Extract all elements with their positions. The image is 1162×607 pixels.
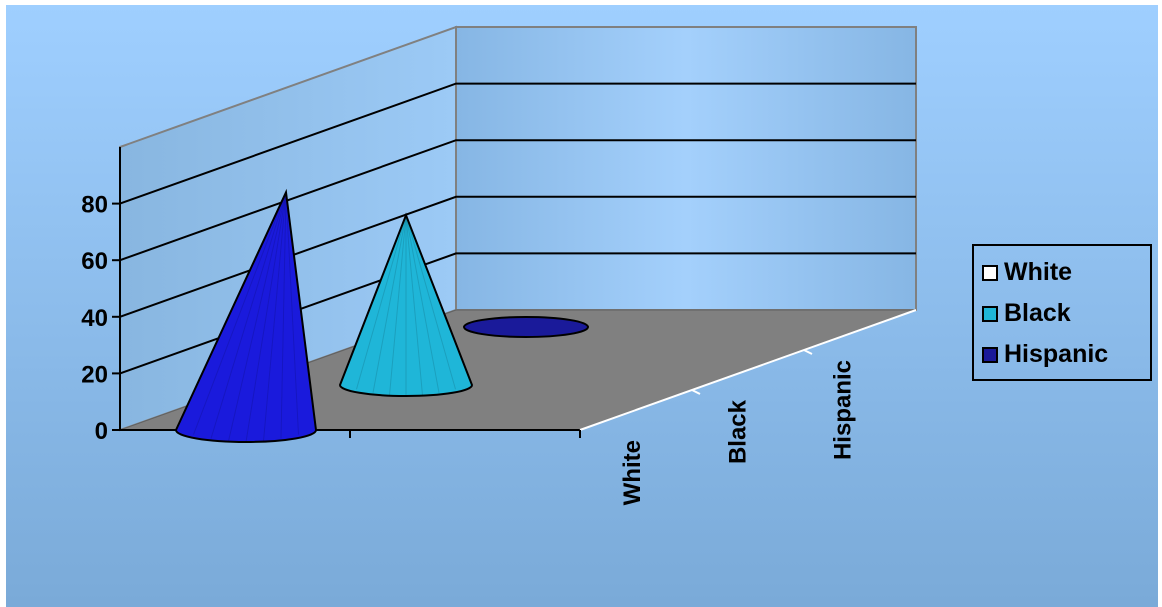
chart-area: 0 20 40 60 80 White Black Hispanic White Black…: [6, 5, 1158, 607]
cone-shade-line: [405, 215, 423, 396]
cone-shade-line: [280, 192, 287, 439]
legend-swatch-hispanic: [982, 346, 998, 363]
cone-shade-line: [372, 215, 407, 393]
x-axis-labels: White Black Hispanic: [619, 360, 857, 505]
cone-white: [174, 188, 318, 443]
cone-shade-line: [245, 192, 287, 443]
legend-swatch-black: [982, 305, 998, 322]
y-tick-label-60: 60: [81, 248, 108, 275]
cone-body-white: [174, 188, 318, 443]
category-label-hispanic: Hispanic: [830, 360, 857, 460]
cone-shade-line: [405, 215, 440, 393]
category-label-white: White: [619, 440, 646, 505]
y-axis-ticks: 0 20 40 60 80: [81, 192, 120, 445]
legend-swatch-white: [982, 264, 998, 281]
cone-shade-line: [389, 215, 407, 396]
legend: White Black Hispanic: [972, 244, 1152, 381]
cone-shade-line: [210, 192, 287, 439]
legend-label-hispanic: Hispanic: [1004, 340, 1109, 368]
legend-item-white: White: [982, 252, 1150, 293]
gridline-40: [119, 195, 916, 318]
cone-black: [338, 212, 474, 397]
legend-label-black: Black: [1004, 299, 1071, 327]
cone-base-hispanic: [463, 316, 589, 338]
cone-shade-line: [193, 192, 287, 435]
cone-shade-line: [263, 192, 287, 442]
category-label-black: Black: [724, 399, 751, 464]
cone-shade-line: [356, 215, 407, 390]
legend-item-black: Black: [982, 293, 1150, 334]
y-tick-label-40: 40: [81, 305, 108, 332]
legend-item-hispanic: Hispanic: [982, 334, 1150, 375]
cones: [174, 188, 589, 443]
cone-shade-line: [228, 192, 287, 442]
y-tick-label-0: 0: [95, 418, 108, 445]
y-tick-label-80: 80: [81, 192, 108, 219]
legend-label-white: White: [1004, 258, 1073, 286]
depth-axis-tick: [803, 349, 813, 355]
y-tick-label-20: 20: [81, 361, 108, 388]
gridline-80: [119, 82, 916, 205]
cone-hispanic: [463, 316, 589, 338]
depth-axis-tick: [691, 389, 701, 395]
depth-axis-line: [579, 309, 917, 431]
gridline-60: [119, 139, 916, 262]
cone-shade-line: [285, 192, 299, 435]
back-wall: [455, 26, 917, 311]
cone-shade-line: [405, 215, 456, 390]
cone-body-black: [338, 212, 474, 397]
cone-chart: 0 20 40 60 80 White Black Hispanic: [6, 5, 1158, 607]
